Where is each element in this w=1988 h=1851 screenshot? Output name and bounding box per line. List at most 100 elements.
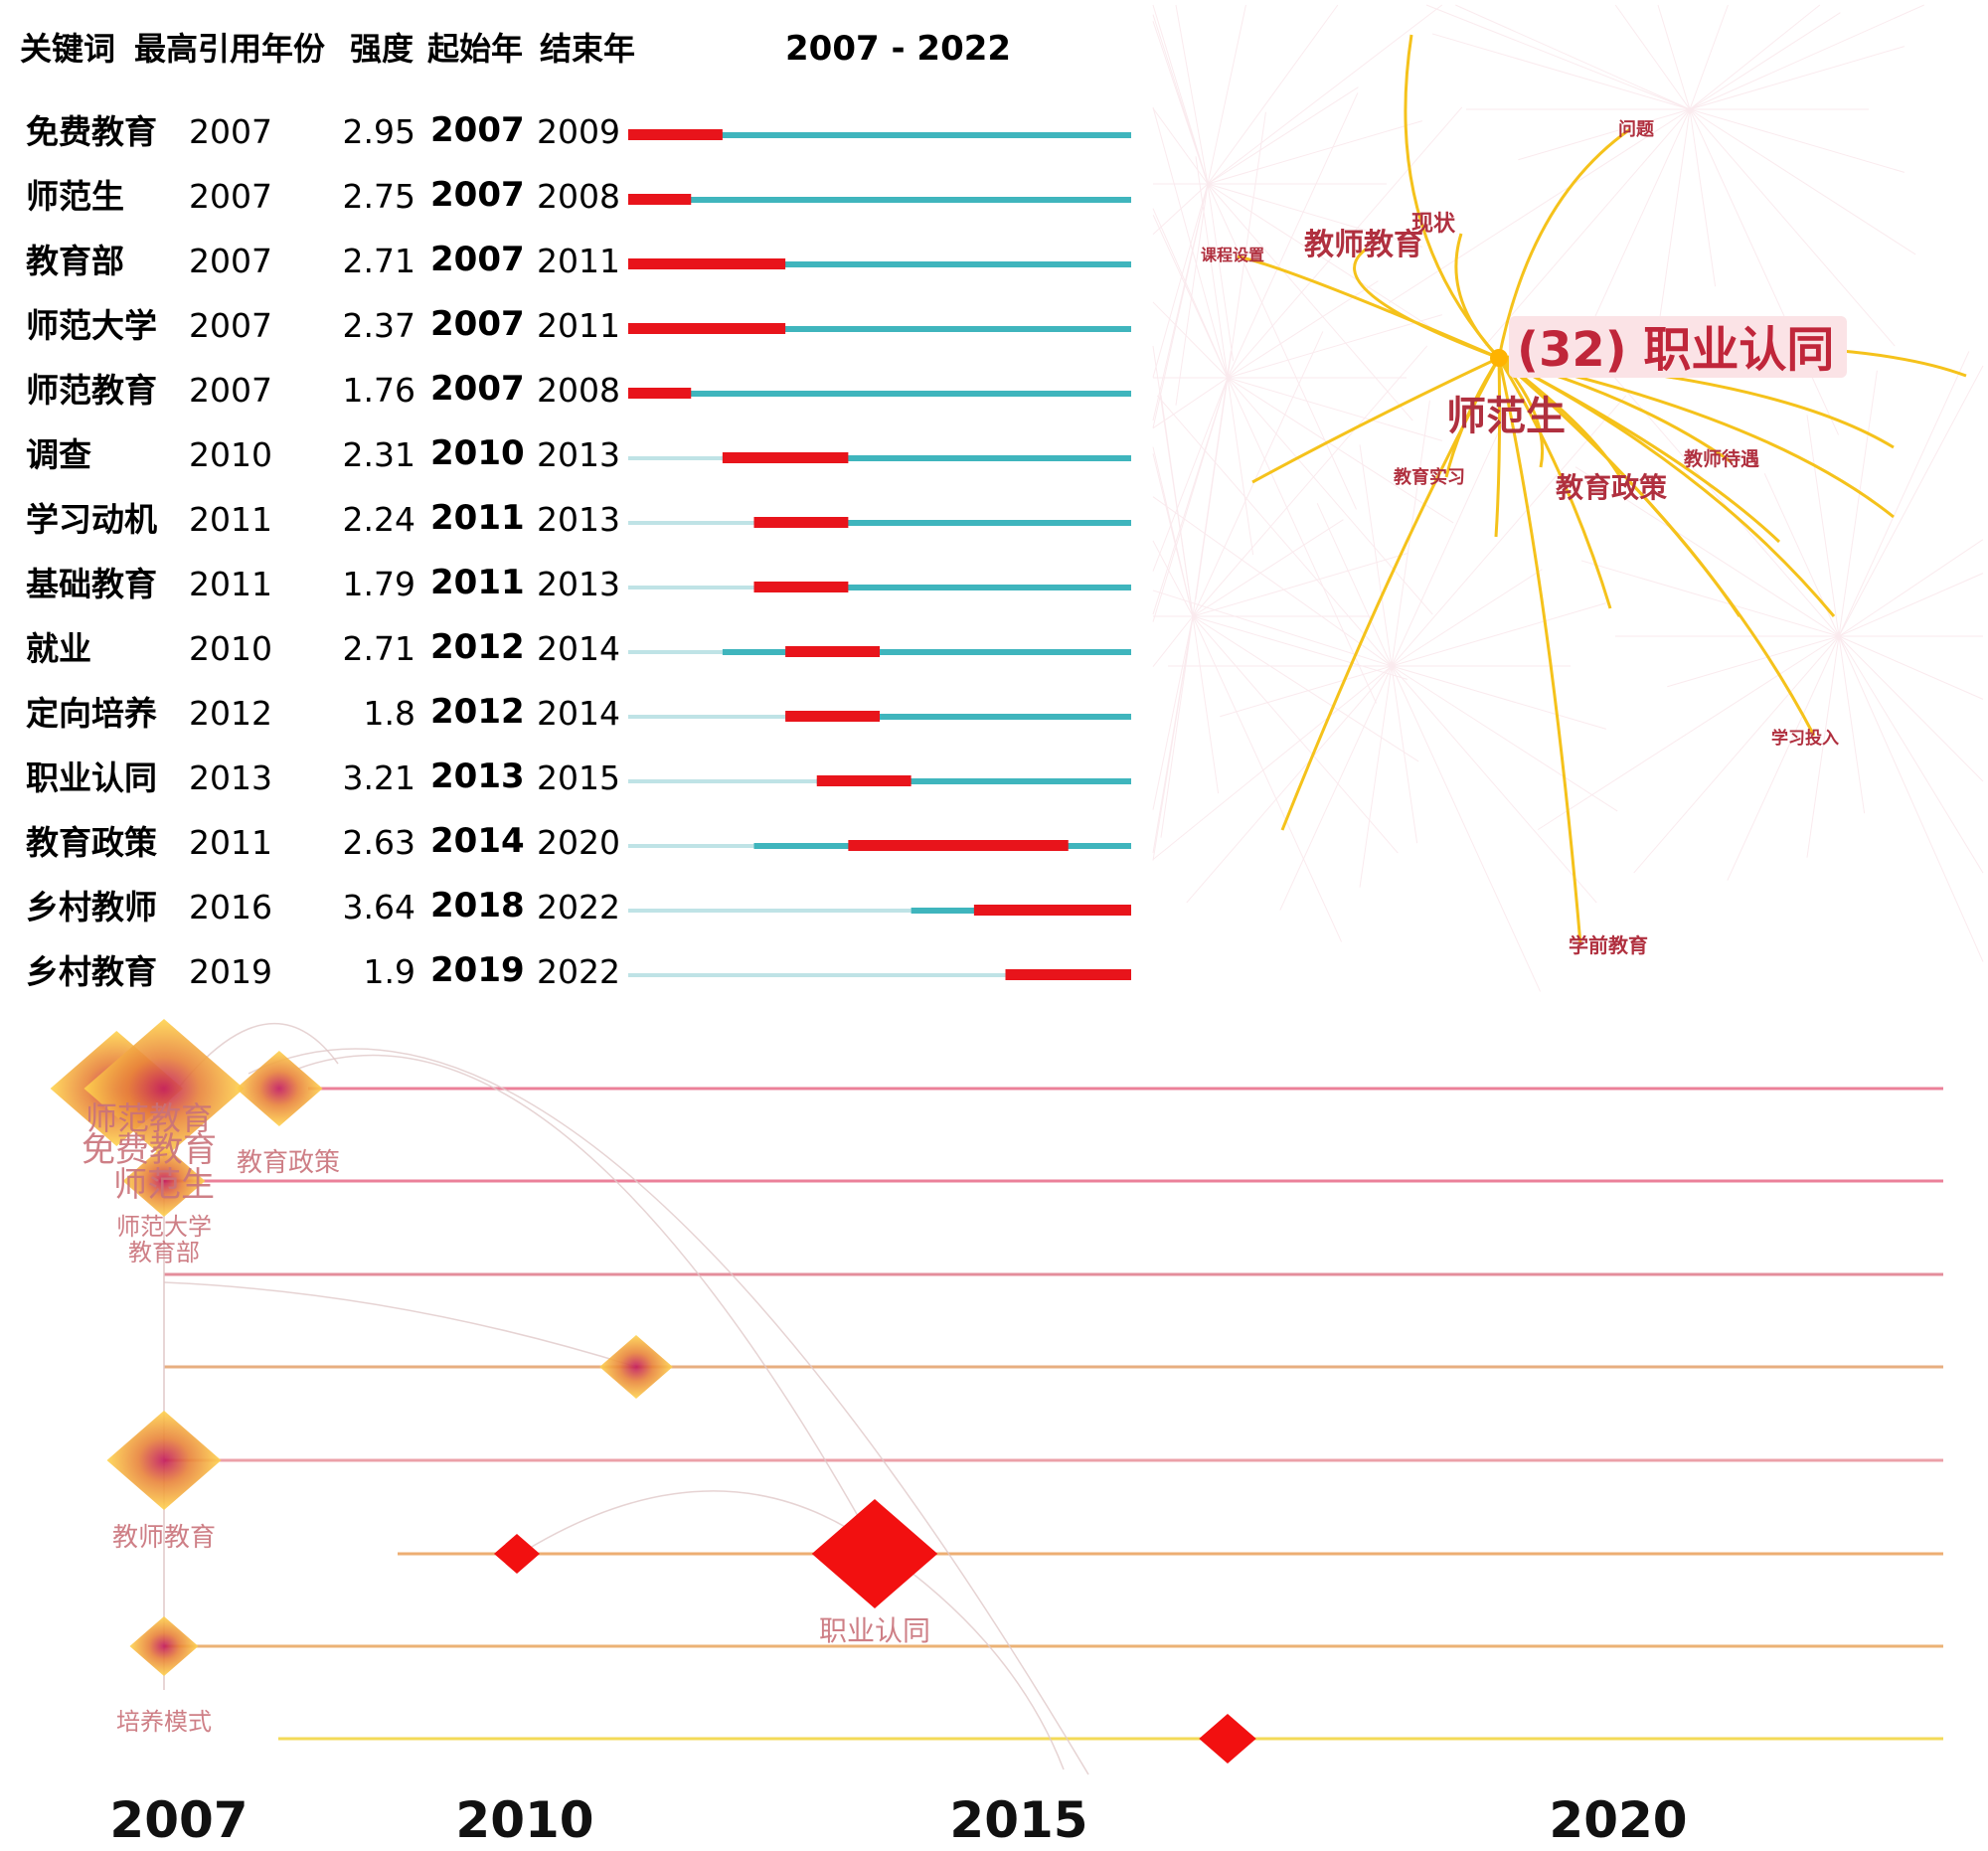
burst-begin: 2019 — [430, 950, 525, 990]
timeline-link — [516, 1490, 876, 1557]
network-faint-edge — [1455, 4, 1691, 110]
network-faint-edge — [1192, 553, 1408, 617]
burst-highlight-bar — [628, 323, 786, 334]
burst-row: 学习动机 2011 2.24 2011 2013 — [26, 498, 1131, 539]
network-faint-edge — [1391, 395, 1627, 667]
network-label: 现状 — [1411, 212, 1456, 237]
header-range: 2007 - 2022 — [785, 29, 1011, 69]
burst-row: 教育政策 2011 2.63 2014 2020 — [26, 821, 1131, 862]
network-center-label: (32) 职业认同 — [1517, 322, 1834, 378]
network-faint-edge — [1359, 665, 1393, 888]
burst-highlight-bar — [628, 258, 786, 269]
network-faint-edge — [1152, 615, 1194, 861]
timeline-node — [106, 1411, 222, 1510]
network-faint-edge — [1227, 314, 1443, 379]
burst-row: 职业认同 2013 3.21 2013 2015 — [26, 757, 1131, 797]
network-faint-edge — [1391, 665, 1607, 730]
timeline-node — [1199, 1714, 1256, 1764]
network-faint-edge — [1838, 635, 1984, 874]
network-faint-edge — [1391, 602, 1607, 667]
network-faint-edge — [1152, 496, 1393, 667]
network-faint-edge — [1279, 665, 1393, 911]
network-edge — [1404, 34, 1501, 360]
network-faint-edge — [1484, 108, 1691, 347]
burst-highlight-bar — [785, 711, 880, 722]
burst-begin: 2010 — [430, 433, 525, 473]
network-faint-edge — [1657, 108, 1691, 331]
burst-span-bar — [753, 520, 1131, 526]
burst-pre-bar — [628, 456, 723, 460]
burst-end: 2014 — [537, 629, 620, 668]
timeline-link — [297, 1054, 876, 1547]
network-label: 教师教育 — [1304, 228, 1423, 262]
network-faint-edge — [1152, 107, 1209, 185]
network-faint-edge — [1537, 635, 1840, 831]
burst-keyword: 乡村教育 — [26, 952, 157, 991]
network-faint-edge — [1152, 377, 1229, 572]
burst-highlight-bar — [1005, 969, 1131, 980]
network-faint-edge — [1195, 156, 1229, 379]
burst-keyword: 学习动机 — [26, 500, 157, 539]
network-faint-edge — [1689, 108, 1896, 347]
network-faint-edge — [1192, 350, 1232, 617]
network-faint-edge — [1227, 377, 1454, 524]
header-strength: 强度 — [350, 30, 414, 68]
network-faint-edge — [1838, 635, 1984, 782]
network-faint-edge — [1152, 208, 1229, 379]
network-background — [1152, 4, 1984, 992]
network-faint-edge — [1152, 377, 1229, 622]
burst-begin: 2007 — [430, 304, 525, 344]
burst-end: 2013 — [537, 565, 620, 603]
network-edge — [1498, 356, 1816, 737]
network-faint-edge — [1192, 345, 1428, 617]
network-faint-edge — [1391, 665, 1418, 844]
burst-end: 2013 — [537, 435, 620, 474]
network-faint-edge — [1227, 377, 1378, 704]
header-keyword: 关键词 — [20, 30, 115, 68]
network-faint-edge — [1614, 4, 1691, 110]
burst-keyword: 定向培养 — [26, 694, 157, 733]
network-center-node — [1490, 349, 1508, 367]
burst-pre-bar — [628, 909, 911, 913]
network-faint-edge — [1192, 519, 1344, 617]
timeline-node-label: 师范大学 — [116, 1213, 212, 1241]
network-faint-edge — [1152, 615, 1194, 854]
burst-begin: 2007 — [430, 175, 525, 215]
timeline-node — [599, 1335, 673, 1399]
burst-strength: 1.8 — [364, 694, 415, 733]
burst-span-bar — [628, 197, 1131, 203]
network-edge — [1497, 357, 1612, 609]
burst-year: 2011 — [189, 500, 272, 539]
burst-row: 师范生 2007 2.75 2007 2008 — [26, 175, 1131, 216]
network-faint-edge — [1689, 108, 1840, 435]
burst-year: 2012 — [189, 694, 272, 733]
network-faint-edge — [1160, 395, 1194, 617]
network-label: 问题 — [1618, 119, 1655, 140]
burst-strength: 1.9 — [364, 952, 415, 991]
network-faint-edge — [1227, 106, 1463, 379]
network-faint-edge — [1207, 183, 1423, 248]
timeline-node-label: 教育政策 — [237, 1148, 340, 1178]
timeline-node-label: 师范教育 — [85, 1099, 213, 1137]
burst-year: 2007 — [189, 112, 272, 151]
network-label: 学习投入 — [1771, 728, 1839, 749]
burst-year: 2010 — [189, 435, 272, 474]
network-faint-edge — [1574, 466, 1840, 637]
network-faint-edge — [1806, 415, 1840, 637]
burst-begin: 2018 — [430, 886, 525, 926]
network-faint-edge — [1657, 4, 1691, 110]
timeline-node-label: 师范生 — [113, 1165, 215, 1205]
burst-begin: 2013 — [430, 757, 525, 796]
network-faint-edge — [1227, 377, 1443, 441]
burst-row: 乡村教育 2019 1.9 2019 2022 — [26, 950, 1131, 991]
network-faint-edge — [1156, 395, 1393, 667]
network-faint-edge — [1152, 183, 1209, 378]
burst-rows: 免费教育 2007 2.95 2007 2009 师范生 2007 2.75 2007 2008 教… — [26, 110, 1131, 991]
network-edge — [1497, 357, 1582, 945]
network-label: 教育政策 — [1556, 471, 1667, 504]
network-faint-edge — [1391, 665, 1542, 992]
timeline-tick-label: 2010 — [455, 1791, 593, 1849]
network-edge — [1494, 357, 1502, 538]
burst-year: 2007 — [189, 177, 272, 216]
